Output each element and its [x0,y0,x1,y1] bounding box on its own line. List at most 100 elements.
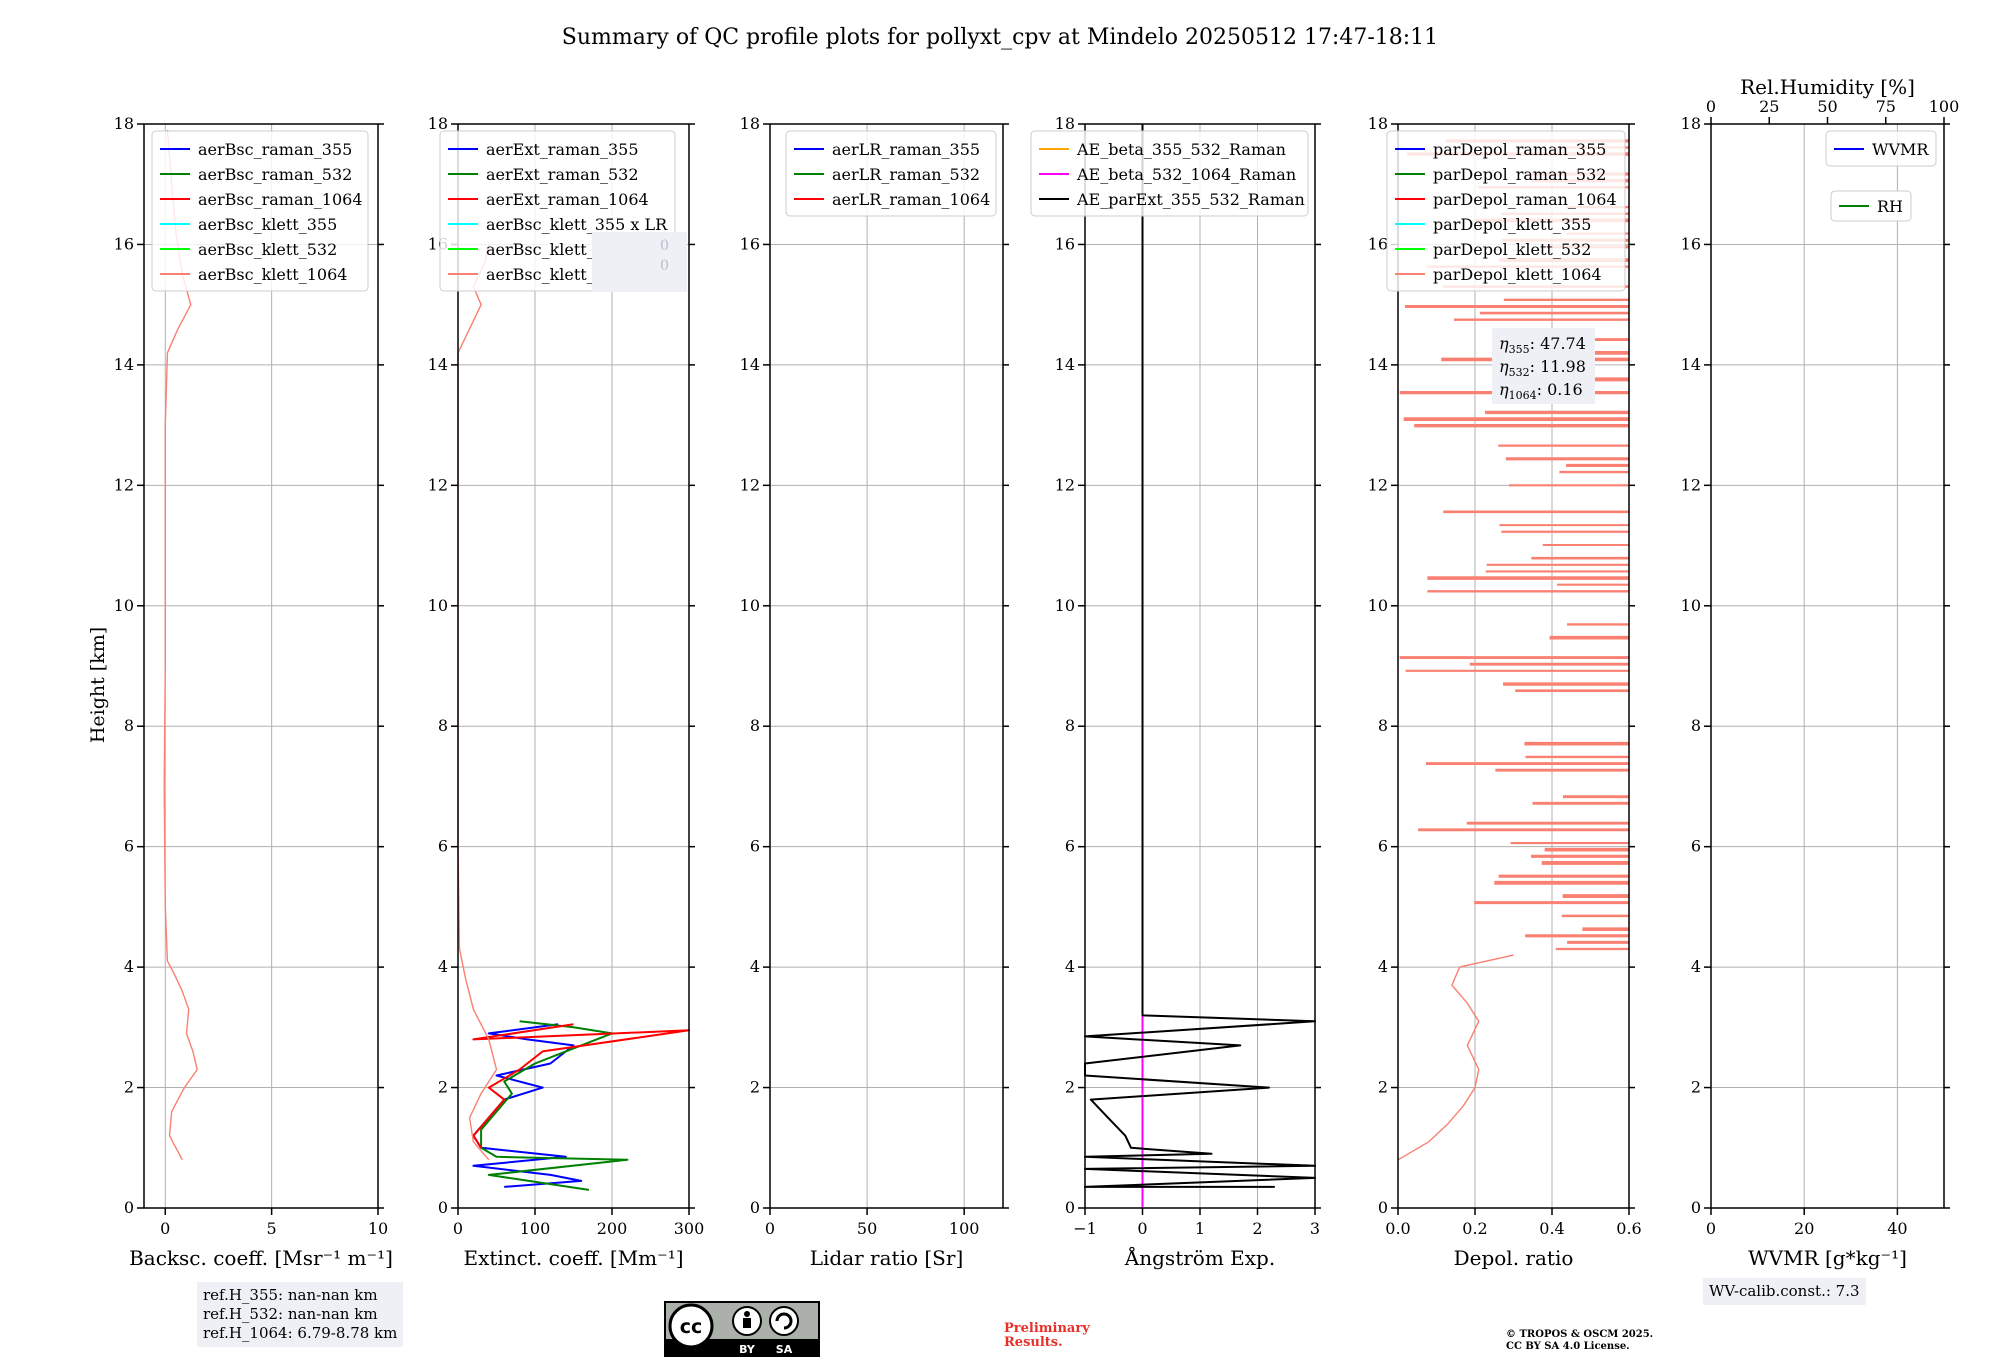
y-tick-label: 12 [1681,475,1701,494]
ref-h-1064: ref.H_1064: 6.79-8.78 km [203,1324,398,1342]
y-tick-label: 10 [114,596,134,615]
legend-label: aerExt_raman_355 [486,140,639,159]
y-tick-label: 2 [1065,1078,1075,1097]
legend-label: aerExt_raman_532 [486,165,639,184]
series-parDepol_klett_1064 [1397,954,1514,1161]
panel-lr: 0 2 4 6 8 10 12 14 16 18 0 50 100 Lidar ratio [Sr] aer… [740,114,1009,1270]
legend-label: aerBsc_klett_1064 [198,265,347,284]
legend: AE_beta_355_532_Raman AE_beta_532_1064_Ra… [1030,130,1309,217]
legend-label: AE_parExt_355_532_Raman [1076,190,1305,209]
x-tick-label: 200 [597,1219,628,1238]
hidden-info-box [592,232,687,292]
x-axis-label: Lidar ratio [Sr] [810,1246,964,1270]
top-x-tick-label: 75 [1876,97,1896,116]
y-tick-label: 6 [1065,837,1075,856]
y-tick-label: 12 [1368,475,1388,494]
y-tick-label: 4 [438,957,448,976]
legend-label: parDepol_klett_355 [1433,215,1591,234]
y-tick-label: 6 [124,837,134,856]
y-tick-label: 14 [1368,355,1388,374]
eta-value: 0.16 [1547,380,1583,399]
reference-height-box: ref.H_355: nan-nan km ref.H_532: nan-nan… [197,1282,404,1347]
legend-label: AE_beta_355_532_Raman [1076,140,1286,159]
x-tick-label: 0 [160,1219,170,1238]
panel-depol: 0 2 4 6 8 10 12 14 16 18 0.0 0.2 0.4 0.6 Depol. ratio p… [1368,114,1642,1270]
y-tick-label: 0 [1378,1198,1388,1217]
legend-label: parDepol_raman_355 [1433,140,1606,159]
y-tick-label: 0 [1691,1198,1701,1217]
y-tick-label: 16 [1055,234,1075,253]
legend-label: parDepol_raman_532 [1433,165,1606,184]
y-tick-label: 18 [114,114,134,133]
x-tick-label: 300 [674,1219,705,1238]
x-axis-label: Extinct. coeff. [Mm⁻¹] [463,1246,683,1270]
legend: aerLR_raman_355 aerLR_raman_532 aerLR_rama… [785,130,997,217]
series-AE_parExt_355_532_Raman [1084,124,1316,1188]
y-tick-label: 8 [1378,716,1388,735]
preliminary-line2: Results. [1004,1335,1063,1350]
y-tick-label: 6 [1691,837,1701,856]
top-x-tick-label: 0 [1706,97,1716,116]
legend-label: aerBsc_klett_355 x LR [486,215,668,234]
eta-line: η1064: 0.16 [1499,380,1583,402]
legend-box [1825,130,1937,167]
y-tick-label: 8 [1691,716,1701,735]
y-tick-label: 2 [750,1078,760,1097]
legend: aerBsc_raman_355 aerBsc_raman_532 aerBsc_r… [151,130,369,292]
ref-h-355: ref.H_355: nan-nan km [203,1286,378,1304]
x-tick-label: 0 [1706,1219,1716,1238]
legend: WVMR RH [1825,130,1937,222]
x-tick-label: 50 [857,1219,877,1238]
panel-bsc: 0 2 4 6 8 10 12 14 16 18 0 5 10 Backsc. coeff. [Msr⁻¹… [114,114,393,1270]
series-aerBsc_klett_1064 x LR [457,244,498,1161]
y-tick-label: 12 [740,475,760,494]
y-tick-label: 14 [114,355,134,374]
y-tick-label: 10 [1368,596,1388,615]
y-tick-label: 2 [438,1078,448,1097]
legend-label: aerBsc_raman_532 [198,165,352,184]
legend-label: aerLR_raman_1064 [832,190,990,209]
x-tick-label: 5 [267,1219,277,1238]
y-tick-label: 12 [114,475,134,494]
svg-text:cc: cc [680,1316,703,1338]
legend: parDepol_raman_355 parDepol_raman_532 parD… [1386,130,1626,292]
legend2-label: RH [1877,197,1903,216]
legend-label: parDepol_klett_1064 [1433,265,1602,284]
x-tick-label: 1 [1195,1219,1205,1238]
x-tick-label: 0.4 [1539,1219,1564,1238]
x-tick-label: 100 [949,1219,980,1238]
y-tick-label: 8 [124,716,134,735]
top-x-tick-label: 100 [1929,97,1960,116]
legend-label: aerBsc_klett_355 [198,215,337,234]
y-tick-label: 16 [740,234,760,253]
legend-label: aerLR_raman_355 [832,140,980,159]
legend-label: parDepol_raman_1064 [1433,190,1617,209]
ref-h-532: ref.H_532: nan-nan km [203,1305,378,1323]
x-tick-label: 0 [453,1219,463,1238]
y-tick-label: 8 [750,716,760,735]
y-tick-label: 16 [1681,234,1701,253]
preliminary-line1: Preliminary [1004,1321,1090,1336]
wv-calib-text: WV-calib.const.: 7.3 [1709,1282,1860,1300]
y-tick-label: 10 [428,596,448,615]
eta-value: 11.98 [1540,357,1586,376]
x-tick-label: 0.2 [1462,1219,1487,1238]
x-axis-label: Depol. ratio [1454,1246,1574,1270]
x-tick-label: 10 [368,1219,388,1238]
x-tick-label: 2 [1252,1219,1262,1238]
legend-box [785,130,997,217]
y-tick-label: 4 [1065,957,1075,976]
y-tick-label: 8 [438,716,448,735]
badge-sa-label: SA [776,1343,793,1356]
y-tick-label: 0 [750,1198,760,1217]
panel-wv: 0 2 4 6 8 10 12 14 16 18 0 20 40 WVMR [g*kg⁻¹] 0 25 50 75… [1681,75,1960,1270]
x-tick-label: 0 [1137,1219,1147,1238]
copyright-note: © TROPOS & OSCM 2025. CC BY SA 4.0 Licen… [1506,1329,1653,1353]
legend-box [151,130,369,292]
y-tick-label: 18 [428,114,448,133]
top-x-tick-label: 50 [1817,97,1837,116]
copyright-line2: CC BY SA 4.0 License. [1506,1341,1630,1352]
